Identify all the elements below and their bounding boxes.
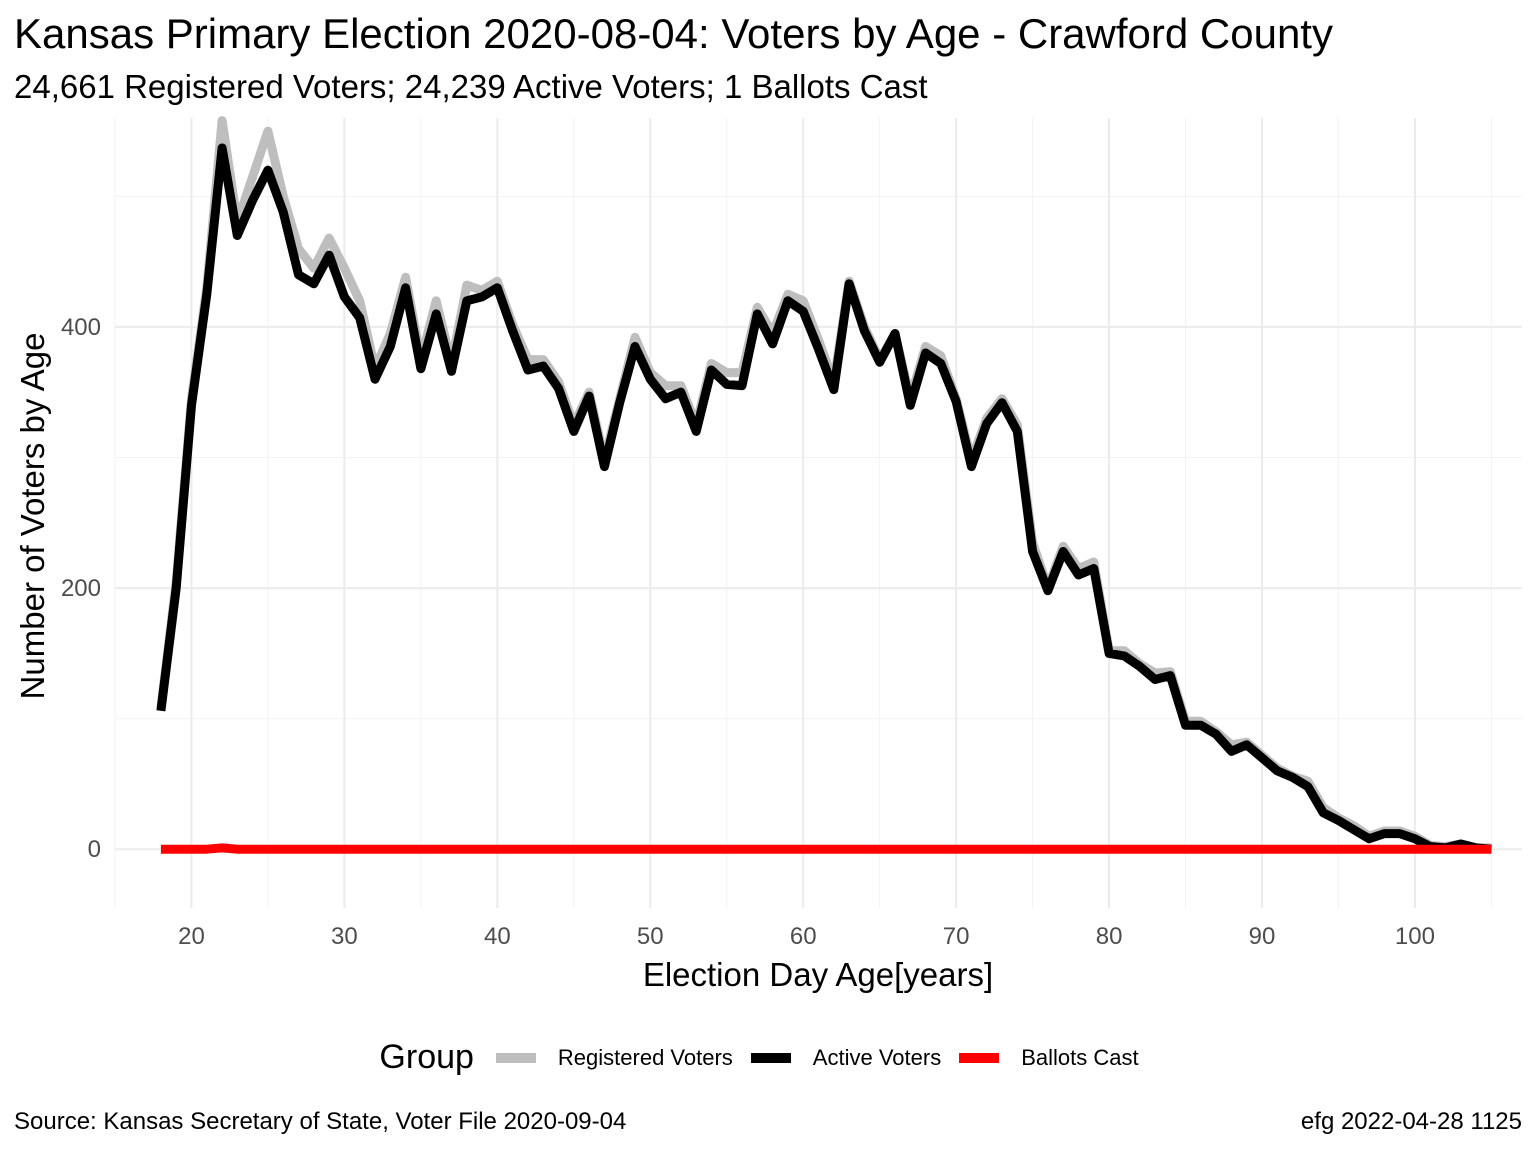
x-tick-label: 30 xyxy=(331,923,358,950)
series-line-registered-voters xyxy=(156,116,1492,853)
x-tick-label: 70 xyxy=(943,923,970,950)
x-tick-label: 80 xyxy=(1096,923,1123,950)
y-tick-label: 400 xyxy=(61,314,101,341)
x-tick-label: 100 xyxy=(1395,923,1435,950)
x-axis-ticks: 20 30 40 50 60 70 80 90 100 xyxy=(178,923,1435,950)
chart-title: Kansas Primary Election 2020-08-04: Vote… xyxy=(14,10,1333,57)
series-line-active-voters xyxy=(156,143,1492,854)
y-tick-label: 0 xyxy=(88,836,101,863)
legend-label-ballots: Ballots Cast xyxy=(1021,1044,1139,1070)
x-tick-label: 20 xyxy=(178,923,205,950)
legend-key-ballots xyxy=(959,1052,1000,1063)
y-axis-label: Number of Voters by Age xyxy=(14,333,51,700)
legend-key-registered xyxy=(495,1052,536,1063)
legend-item-ballots: Ballots Cast xyxy=(959,1044,1139,1071)
legend: Group Registered Voters Active Voters Ba… xyxy=(0,1038,1536,1077)
legend-item-active: Active Voters xyxy=(750,1044,942,1071)
x-tick-label: 40 xyxy=(484,923,511,950)
x-tick-label: 60 xyxy=(790,923,817,950)
chart-subtitle: 24,661 Registered Voters; 24,239 Active … xyxy=(14,68,928,105)
legend-item-registered: Registered Voters xyxy=(495,1044,733,1071)
source-caption: Source: Kansas Secretary of State, Voter… xyxy=(14,1108,627,1135)
legend-label-active: Active Voters xyxy=(812,1044,942,1070)
series-line-ballots-cast xyxy=(160,843,1492,854)
author-caption: efg 2022-04-28 1125 xyxy=(1300,1108,1522,1135)
y-axis-ticks: 0 200 400 xyxy=(61,314,101,863)
x-tick-label: 90 xyxy=(1249,923,1276,950)
x-axis-label: Election Day Age[years] xyxy=(643,956,993,993)
y-tick-label: 200 xyxy=(61,575,101,602)
series-lines xyxy=(156,116,1492,854)
legend-key-active xyxy=(750,1052,791,1063)
x-tick-label: 50 xyxy=(637,923,664,950)
legend-label-registered: Registered Voters xyxy=(557,1044,733,1070)
legend-title: Group xyxy=(379,1038,474,1076)
